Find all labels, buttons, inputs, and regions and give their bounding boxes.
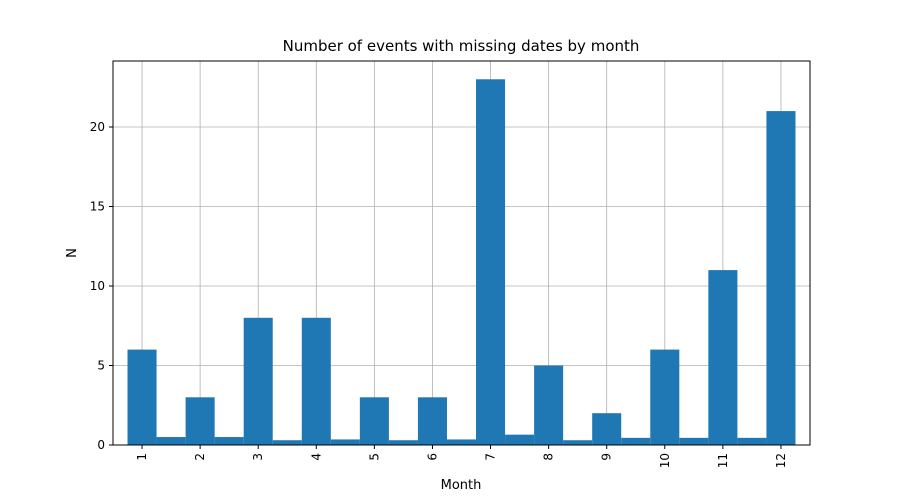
- overlay-bar-9.5: [621, 437, 651, 445]
- bar-month-11: [708, 270, 738, 445]
- bar-month-2: [185, 397, 215, 445]
- overlay-bar-1.5: [156, 437, 186, 445]
- y-tick-label-0: 0: [97, 438, 105, 452]
- bar-month-4: [301, 317, 331, 445]
- x-tick-label-2: 2: [193, 453, 207, 461]
- y-tick-label-15: 15: [90, 199, 105, 213]
- overlay-bar-11.5: [737, 437, 767, 445]
- x-tick-label-11: 11: [716, 453, 730, 468]
- x-tick-label-4: 4: [309, 453, 323, 461]
- overlay-bar-10.5: [679, 437, 709, 445]
- bar-month-7: [476, 79, 506, 446]
- x-tick-label-1: 1: [135, 453, 149, 461]
- overlay-bar-3.5: [272, 440, 302, 445]
- y-axis-label: N: [65, 248, 80, 258]
- y-tick-label-5: 5: [97, 358, 105, 372]
- bar-month-9: [592, 413, 622, 445]
- bar-month-12: [766, 111, 796, 445]
- bar-month-3: [243, 317, 273, 445]
- bar-month-5: [359, 397, 389, 445]
- x-tick-label-3: 3: [251, 453, 265, 461]
- x-tick-label-12: 12: [774, 453, 788, 468]
- overlay-bar-7.5: [505, 434, 535, 445]
- plot-frame: [112, 60, 811, 446]
- bar-month-1: [127, 349, 157, 445]
- grid-lines: [113, 61, 810, 446]
- bar-month-10: [650, 349, 680, 445]
- y-tick-label-10: 10: [90, 279, 105, 293]
- x-tick-label-9: 9: [600, 453, 614, 461]
- x-axis-label: Month: [441, 478, 482, 493]
- overlay-bar-8.5: [563, 440, 593, 445]
- x-tick-label-8: 8: [542, 453, 556, 461]
- axes: [109, 60, 811, 449]
- overlay-bar-5.5: [388, 440, 418, 445]
- y-tick-label-20: 20: [90, 120, 105, 134]
- overlay-bar-4.5: [330, 439, 360, 445]
- bar-month-6: [417, 397, 447, 445]
- bars: [127, 79, 796, 446]
- x-tick-label-10: 10: [658, 453, 672, 468]
- x-tick-label-7: 7: [484, 453, 498, 461]
- x-tick-label-6: 6: [425, 453, 439, 461]
- chart-title: Number of events with missing dates by m…: [283, 37, 640, 55]
- overlay-bar-6.5: [446, 439, 477, 445]
- x-tick-label-5: 5: [367, 453, 381, 461]
- bar-month-8: [534, 365, 564, 445]
- overlay-bar-2.5: [214, 437, 244, 445]
